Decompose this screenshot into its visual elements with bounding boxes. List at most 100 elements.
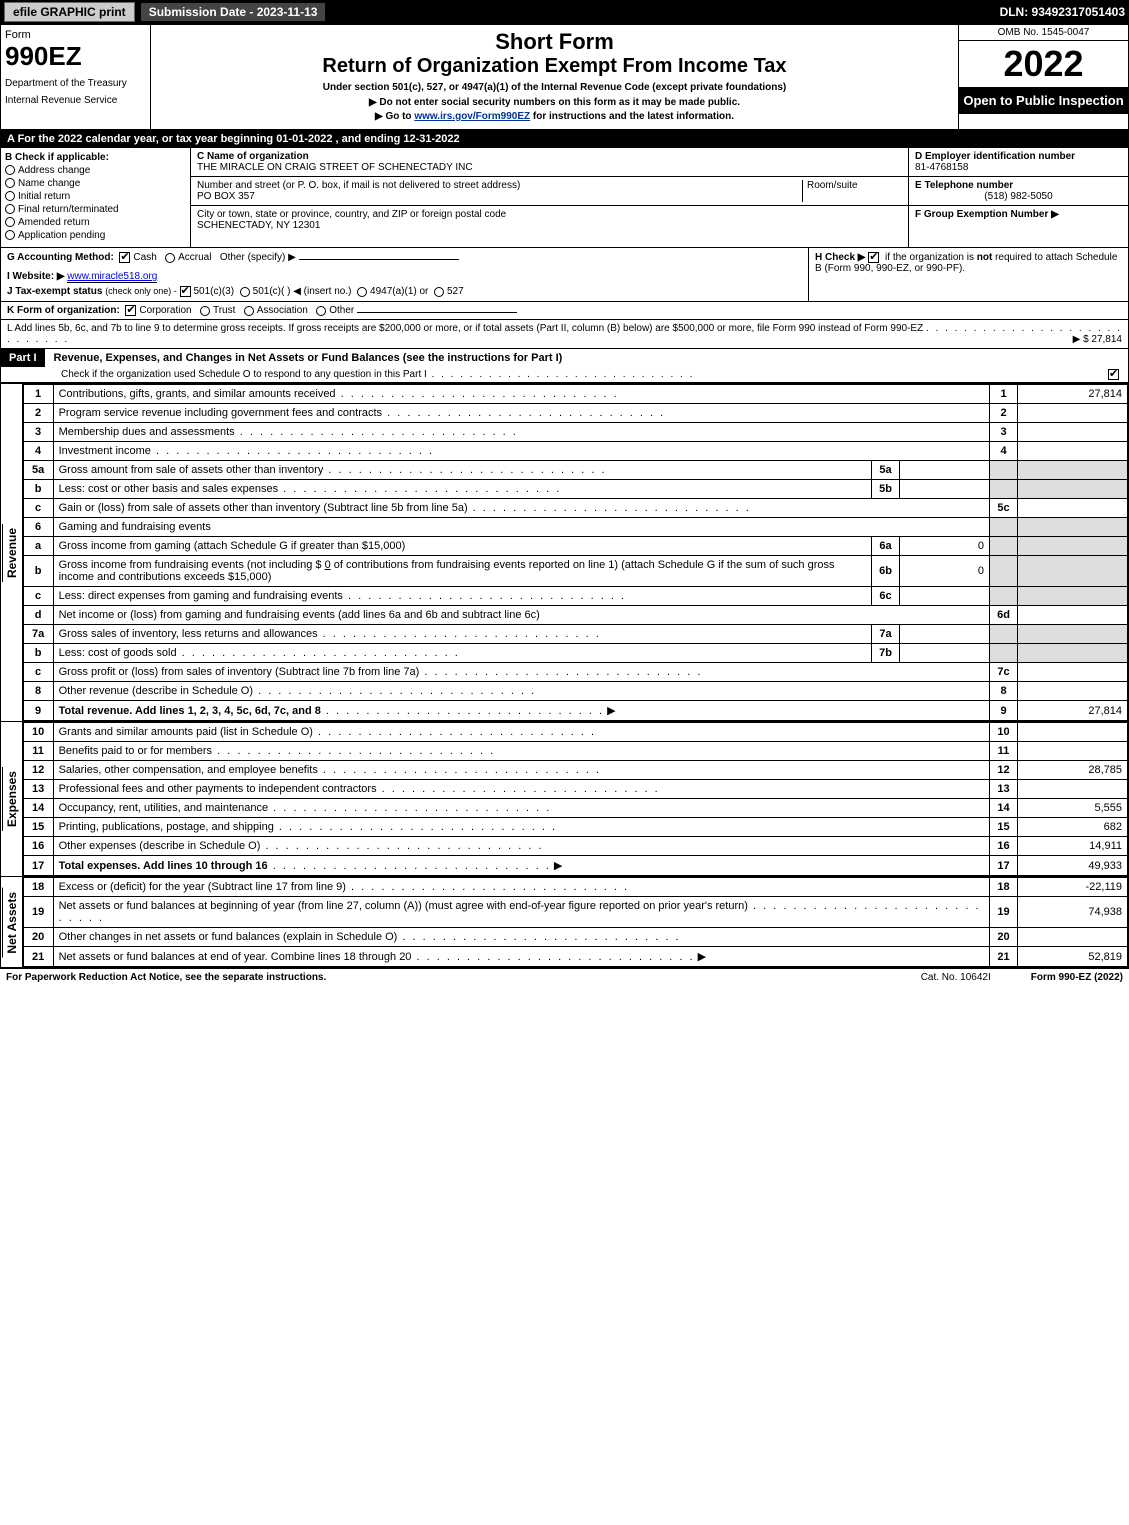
ein-label: D Employer identification number [915,151,1122,162]
line-6a: aGross income from gaming (attach Schedu… [23,537,1127,556]
group-exemption-label: F Group Exemption Number ▶ [915,209,1059,220]
j-label: J Tax-exempt status [7,286,102,297]
form-header: Form 990EZ Department of the Treasury In… [1,25,1128,130]
chk-trust[interactable] [200,306,210,316]
header-right: OMB No. 1545-0047 2022 Open to Public In… [958,25,1128,129]
expenses-side-label: Expenses [1,722,23,876]
line-12: 12Salaries, other compensation, and empl… [23,761,1127,780]
irs-link[interactable]: www.irs.gov/Form990EZ [414,111,530,122]
line-5c: cGain or (loss) from sale of assets othe… [23,499,1127,518]
chk-initial-return[interactable]: Initial return [5,191,186,202]
chk-accrual[interactable] [165,253,175,263]
website-row: I Website: ▶ www.miracle518.org [7,271,802,282]
line-8: 8Other revenue (describe in Schedule O)8 [23,682,1127,701]
revenue-section: Revenue 1Contributions, gifts, grants, a… [1,383,1128,721]
chk-final-return[interactable]: Final return/terminated [5,204,186,215]
phone-value: (518) 982-5050 [915,191,1122,202]
dept-irs: Internal Revenue Service [5,95,146,106]
part-i-header: Part I Revenue, Expenses, and Changes in… [1,349,1128,367]
line-2: 2Program service revenue including gover… [23,404,1127,423]
line-7c: cGross profit or (loss) from sales of in… [23,663,1127,682]
line-16: 16Other expenses (describe in Schedule O… [23,837,1127,856]
line-6d: dNet income or (loss) from gaming and fu… [23,606,1127,625]
goto-post: for instructions and the latest informat… [530,111,734,122]
header-left: Form 990EZ Department of the Treasury In… [1,25,151,129]
revenue-table: 1Contributions, gifts, grants, and simil… [23,384,1128,721]
expenses-table: 10Grants and similar amounts paid (list … [23,722,1128,876]
footer-left: For Paperwork Reduction Act Notice, see … [6,972,326,983]
chk-501c[interactable] [240,287,250,297]
line-13: 13Professional fees and other payments t… [23,780,1127,799]
goto-notice: ▶ Go to www.irs.gov/Form990EZ for instru… [155,111,954,122]
line-10: 10Grants and similar amounts paid (list … [23,723,1127,742]
line-3: 3Membership dues and assessments3 [23,423,1127,442]
section-b-c-d: B Check if applicable: Address change Na… [1,148,1128,248]
org-name-value: THE MIRACLE ON CRAIG STREET OF SCHENECTA… [197,162,902,173]
line-6: 6Gaming and fundraising events [23,518,1127,537]
form-label: Form [5,29,146,41]
website-label: I Website: ▶ [7,271,65,282]
line-6b: bGross income from fundraising events (n… [23,556,1127,587]
footer-right: Form 990-EZ (2022) [1031,972,1123,983]
revenue-side-label: Revenue [1,384,23,721]
accounting-method: G Accounting Method: Cash Accrual Other … [7,252,802,263]
efile-print-button[interactable]: efile GRAPHIC print [4,2,135,22]
g-label: G Accounting Method: [7,252,114,263]
chk-address-change[interactable]: Address change [5,165,186,176]
ssn-notice: ▶ Do not enter social security numbers o… [155,97,954,108]
submission-date: Submission Date - 2023-11-13 [141,3,326,21]
l-value: ▶ $ 27,814 [1073,334,1122,345]
line-7b: bLess: cost of goods sold7b [23,644,1127,663]
ein-value: 81-4768158 [915,162,1122,173]
line-14: 14Occupancy, rent, utilities, and mainte… [23,799,1127,818]
chk-assoc[interactable] [244,306,254,316]
line-6c: cLess: direct expenses from gaming and f… [23,587,1127,606]
chk-h[interactable] [868,252,879,263]
city-block: City or town, state or province, country… [191,206,908,234]
chk-4947[interactable] [357,287,367,297]
line-19: 19Net assets or fund balances at beginni… [23,897,1127,928]
col-c-main: C Name of organization THE MIRACLE ON CR… [191,148,908,247]
row-a-period: A For the 2022 calendar year, or tax yea… [1,130,1128,148]
street-value: PO BOX 357 [197,191,802,202]
website-link[interactable]: www.miracle518.org [67,271,157,283]
street-label: Number and street (or P. O. box, if mail… [197,180,802,191]
chk-amended-return[interactable]: Amended return [5,217,186,228]
chk-cash[interactable] [119,252,130,263]
chk-other[interactable] [316,306,326,316]
net-assets-section: Net Assets 18Excess or (deficit) for the… [1,876,1128,967]
net-assets-table: 18Excess or (deficit) for the year (Subt… [23,877,1128,967]
chk-527[interactable] [434,287,444,297]
chk-application-pending[interactable]: Application pending [5,230,186,241]
col-g-i-j: G Accounting Method: Cash Accrual Other … [1,248,808,301]
line-15: 15Printing, publications, postage, and s… [23,818,1127,837]
return-title: Return of Organization Exempt From Incom… [155,55,954,78]
line-9: 9Total revenue. Add lines 1, 2, 3, 4, 5c… [23,701,1127,721]
street-block: Number and street (or P. O. box, if mail… [191,177,908,206]
page-footer: For Paperwork Reduction Act Notice, see … [0,968,1129,986]
net-assets-side-label: Net Assets [1,877,23,967]
footer-cat: Cat. No. 10642I [921,972,991,983]
city-label: City or town, state or province, country… [197,209,902,220]
chk-schedule-o[interactable] [1108,369,1119,380]
org-name-block: C Name of organization THE MIRACLE ON CR… [191,148,908,177]
chk-name-change[interactable]: Name change [5,178,186,189]
line-18: 18Excess or (deficit) for the year (Subt… [23,878,1127,897]
short-form-title: Short Form [155,29,954,55]
org-name-label: C Name of organization [197,151,902,162]
dept-treasury: Department of the Treasury [5,78,146,89]
row-g-h: G Accounting Method: Cash Accrual Other … [1,248,1128,302]
chk-corp[interactable] [125,305,136,316]
line-5b: bLess: cost or other basis and sales exp… [23,480,1127,499]
phone-block: E Telephone number (518) 982-5050 [909,177,1128,206]
col-h: H Check ▶ if the organization is not req… [808,248,1128,301]
under-section: Under section 501(c), 527, or 4947(a)(1)… [155,82,954,93]
tax-year: 2022 [959,41,1128,87]
line-4: 4Investment income4 [23,442,1127,461]
col-b-header: B Check if applicable: [5,152,186,163]
expenses-section: Expenses 10Grants and similar amounts pa… [1,721,1128,876]
line-11: 11Benefits paid to or for members11 [23,742,1127,761]
chk-501c3[interactable] [180,286,191,297]
form-990ez: Form 990EZ Department of the Treasury In… [0,24,1129,968]
city-value: SCHENECTADY, NY 12301 [197,220,902,231]
